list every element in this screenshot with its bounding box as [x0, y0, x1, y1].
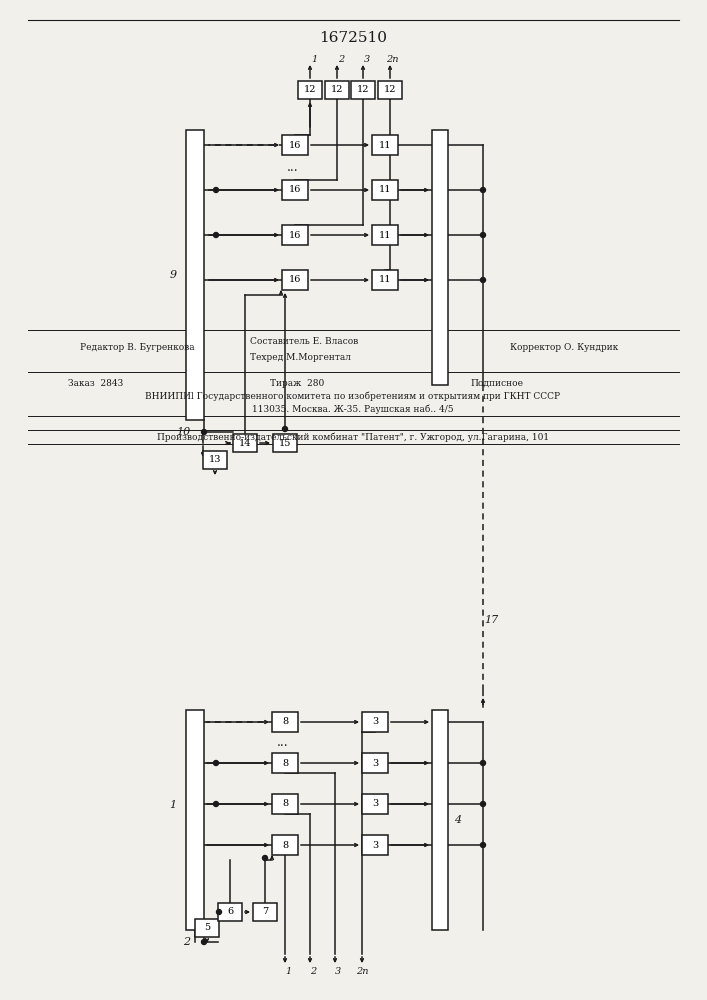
Bar [325, 81, 349, 99]
Circle shape [481, 277, 486, 282]
Bar [272, 835, 298, 855]
Bar [362, 835, 388, 855]
Text: 12: 12 [357, 86, 369, 95]
Text: 7: 7 [262, 908, 268, 916]
Bar [282, 225, 308, 245]
Bar [195, 919, 219, 937]
Text: 2: 2 [310, 968, 316, 976]
Bar [372, 180, 398, 200]
Bar [432, 710, 448, 930]
Text: 5: 5 [204, 924, 210, 932]
Circle shape [481, 760, 486, 766]
Bar [351, 81, 375, 99]
Circle shape [481, 232, 486, 237]
Bar [272, 794, 298, 814]
Circle shape [214, 232, 218, 237]
Text: 8: 8 [282, 800, 288, 808]
Circle shape [216, 910, 221, 914]
Text: Составитель Е. Власов: Составитель Е. Власов [250, 338, 358, 347]
Bar [186, 130, 204, 420]
Circle shape [481, 188, 486, 192]
Text: Корректор О. Кундрик: Корректор О. Кундрик [510, 342, 618, 352]
Text: 16: 16 [289, 186, 301, 194]
Circle shape [201, 940, 206, 944]
Bar [372, 225, 398, 245]
Bar [372, 270, 398, 290]
Text: Техред М.Моргентал: Техред М.Моргентал [250, 353, 351, 361]
Text: Тираж  280: Тираж 280 [270, 378, 325, 387]
Bar [362, 753, 388, 773]
Text: 3: 3 [335, 968, 341, 976]
Text: 8: 8 [282, 758, 288, 768]
Text: Производственно-издательский комбинат "Патент", г. Ужгород, ул.Гагарина, 101: Производственно-издательский комбинат "П… [157, 432, 549, 442]
Text: 3: 3 [372, 840, 378, 850]
Text: Заказ  2843: Заказ 2843 [68, 378, 123, 387]
Bar [272, 753, 298, 773]
Text: 11: 11 [379, 275, 391, 284]
Text: 8: 8 [282, 718, 288, 726]
Circle shape [214, 802, 218, 806]
Text: 12: 12 [331, 86, 344, 95]
Bar [272, 712, 298, 732]
Text: 10: 10 [176, 427, 190, 437]
Circle shape [214, 760, 218, 766]
Bar [282, 180, 308, 200]
Text: 15: 15 [279, 438, 291, 448]
Text: 14: 14 [239, 438, 251, 448]
Circle shape [481, 842, 486, 848]
Bar [203, 451, 227, 469]
Text: 8: 8 [282, 840, 288, 850]
Bar [372, 135, 398, 155]
Text: 2n: 2n [386, 55, 398, 64]
Text: 3: 3 [372, 758, 378, 768]
Text: 17: 17 [484, 615, 498, 625]
Text: 1: 1 [285, 968, 291, 976]
Text: 12: 12 [384, 86, 396, 95]
Text: 1672510: 1672510 [319, 31, 387, 45]
Bar [282, 135, 308, 155]
Circle shape [262, 856, 267, 860]
Bar [378, 81, 402, 99]
Text: 11: 11 [379, 231, 391, 239]
Bar [253, 903, 277, 921]
Text: 16: 16 [289, 275, 301, 284]
Text: 2: 2 [338, 55, 344, 64]
Text: ...: ... [277, 736, 289, 749]
Bar [218, 903, 242, 921]
Text: ...: ... [287, 161, 299, 174]
Text: 3: 3 [372, 718, 378, 726]
Text: 3: 3 [372, 800, 378, 808]
Text: 1: 1 [170, 800, 177, 810]
Bar [432, 130, 448, 385]
Text: 16: 16 [289, 140, 301, 149]
Text: 4: 4 [455, 815, 462, 825]
Text: 113035. Москва. Ж-35. Раушская наб.. 4/5: 113035. Москва. Ж-35. Раушская наб.. 4/5 [252, 404, 454, 414]
Bar [282, 270, 308, 290]
Circle shape [283, 426, 288, 432]
Text: 2: 2 [183, 937, 190, 947]
Text: Подписное: Подписное [470, 378, 523, 387]
Text: Редактор В. Бугренкова: Редактор В. Бугренкова [80, 342, 194, 352]
Bar [362, 794, 388, 814]
Bar [186, 710, 204, 930]
Text: 16: 16 [289, 231, 301, 239]
Bar [233, 434, 257, 452]
Text: 3: 3 [364, 55, 370, 64]
Text: ВНИИПИl Государственного комитета по изобретениям и открытиям при ГКНТ СССР: ВНИИПИl Государственного комитета по изо… [146, 391, 561, 401]
Circle shape [201, 430, 206, 434]
Text: 1: 1 [311, 55, 317, 64]
Text: 2n: 2n [356, 968, 368, 976]
Text: 6: 6 [227, 908, 233, 916]
Text: 11: 11 [379, 186, 391, 194]
Text: 11: 11 [379, 140, 391, 149]
Bar [298, 81, 322, 99]
Circle shape [214, 188, 218, 192]
Text: 9: 9 [170, 270, 177, 280]
Bar [273, 434, 297, 452]
Text: 13: 13 [209, 456, 221, 464]
Bar [362, 712, 388, 732]
Circle shape [481, 802, 486, 806]
Text: 12: 12 [304, 86, 316, 95]
